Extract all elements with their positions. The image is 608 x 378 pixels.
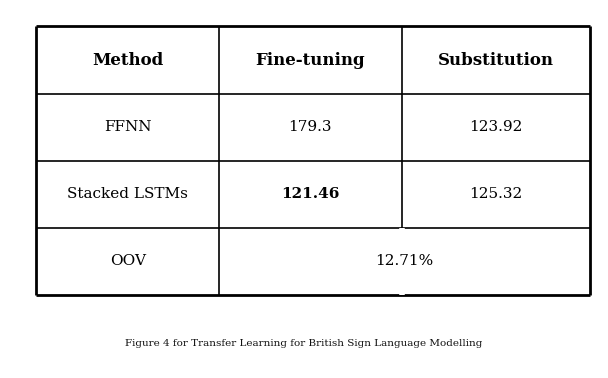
- Text: Stacked LSTMs: Stacked LSTMs: [67, 187, 188, 201]
- Text: 12.71%: 12.71%: [375, 254, 434, 268]
- Text: Substitution: Substitution: [438, 51, 554, 68]
- Text: 121.46: 121.46: [281, 187, 339, 201]
- Text: Fine-tuning: Fine-tuning: [255, 51, 365, 68]
- Text: FFNN: FFNN: [104, 120, 151, 134]
- Text: 125.32: 125.32: [469, 187, 522, 201]
- Text: Figure 4 for Transfer Learning for British Sign Language Modelling: Figure 4 for Transfer Learning for Briti…: [125, 339, 483, 349]
- Text: 179.3: 179.3: [289, 120, 332, 134]
- Text: OOV: OOV: [110, 254, 146, 268]
- Text: Method: Method: [92, 51, 164, 68]
- Text: 123.92: 123.92: [469, 120, 522, 134]
